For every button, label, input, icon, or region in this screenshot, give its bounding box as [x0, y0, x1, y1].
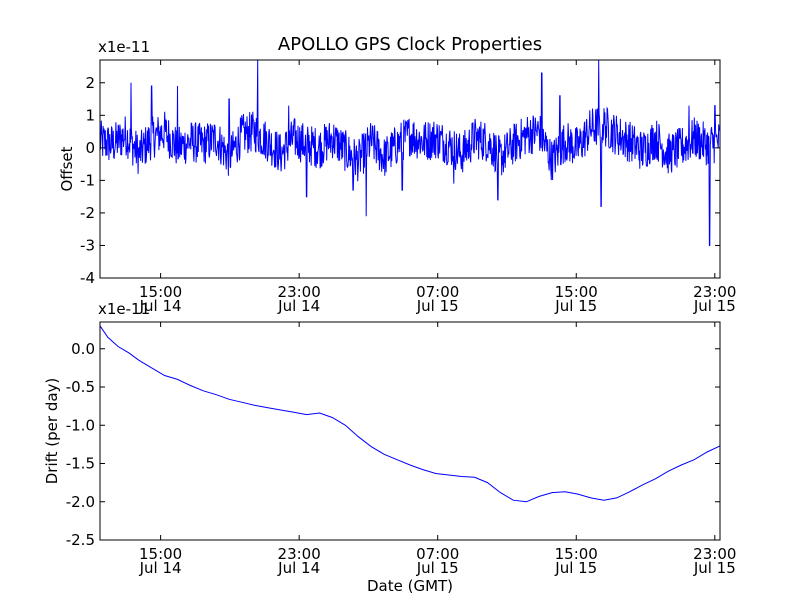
drift-xtick-date: Jul 14 [139, 559, 182, 577]
drift-ytick-label: -2.5 [66, 531, 95, 549]
drift-xtick-time: 23:00 [278, 545, 321, 563]
drift-xtick-date: Jul 14 [277, 559, 320, 577]
offset-axes-frame [99, 59, 721, 279]
drift-xtick-time: 07:00 [416, 545, 459, 563]
drift-xtick-date: Jul 15 [693, 559, 736, 577]
drift-scale-label: x1e-11 [98, 300, 150, 318]
offset-ytick-label: -1 [80, 171, 95, 189]
drift-xtick-time: 15:00 [139, 545, 182, 563]
offset-ytick-label: 0 [85, 139, 95, 157]
offset-series-line [100, 60, 720, 246]
offset-xtick-date: Jul 15 [693, 297, 736, 315]
drift-ytick-label: -1.5 [66, 455, 95, 473]
drift-ytick-label: -0.5 [66, 378, 95, 396]
drift-ytick-label: 0.0 [71, 340, 95, 358]
drift-xlabel: Date (GMT) [367, 577, 453, 595]
drift-xtick-date: Jul 15 [554, 559, 597, 577]
drift-xtick-date: Jul 15 [416, 559, 459, 577]
drift-xtick-time: 15:00 [555, 545, 598, 563]
offset-xtick-time: 23:00 [278, 283, 321, 301]
offset-xtick-date: Jul 15 [554, 297, 597, 315]
offset-xtick-date: Jul 14 [139, 297, 182, 315]
offset-ytick-label: -3 [80, 236, 95, 254]
offset-ytick-label: 1 [85, 106, 95, 124]
offset-scale-label: x1e-11 [98, 38, 150, 56]
offset-ylabel: Offset [58, 146, 76, 191]
drift-axes-frame [99, 321, 721, 541]
offset-xtick-time: 15:00 [139, 283, 182, 301]
offset-ytick-label: -4 [80, 269, 95, 287]
offset-ytick-label: 2 [85, 74, 95, 92]
drift-xtick-time: 23:00 [693, 545, 736, 563]
offset-xtick-date: Jul 14 [277, 297, 320, 315]
offset-xtick-date: Jul 15 [416, 297, 459, 315]
drift-series-line [100, 325, 720, 503]
offset-xtick-time: 23:00 [693, 283, 736, 301]
drift-ytick-label: -2.0 [66, 493, 95, 511]
offset-xtick-time: 07:00 [416, 283, 459, 301]
drift-ylabel: Drift (per day) [43, 378, 61, 485]
chart-title: APOLLO GPS Clock Properties [278, 34, 542, 55]
offset-ytick-label: -2 [80, 204, 95, 222]
offset-xtick-time: 15:00 [555, 283, 598, 301]
drift-ytick-label: -1.0 [66, 416, 95, 434]
